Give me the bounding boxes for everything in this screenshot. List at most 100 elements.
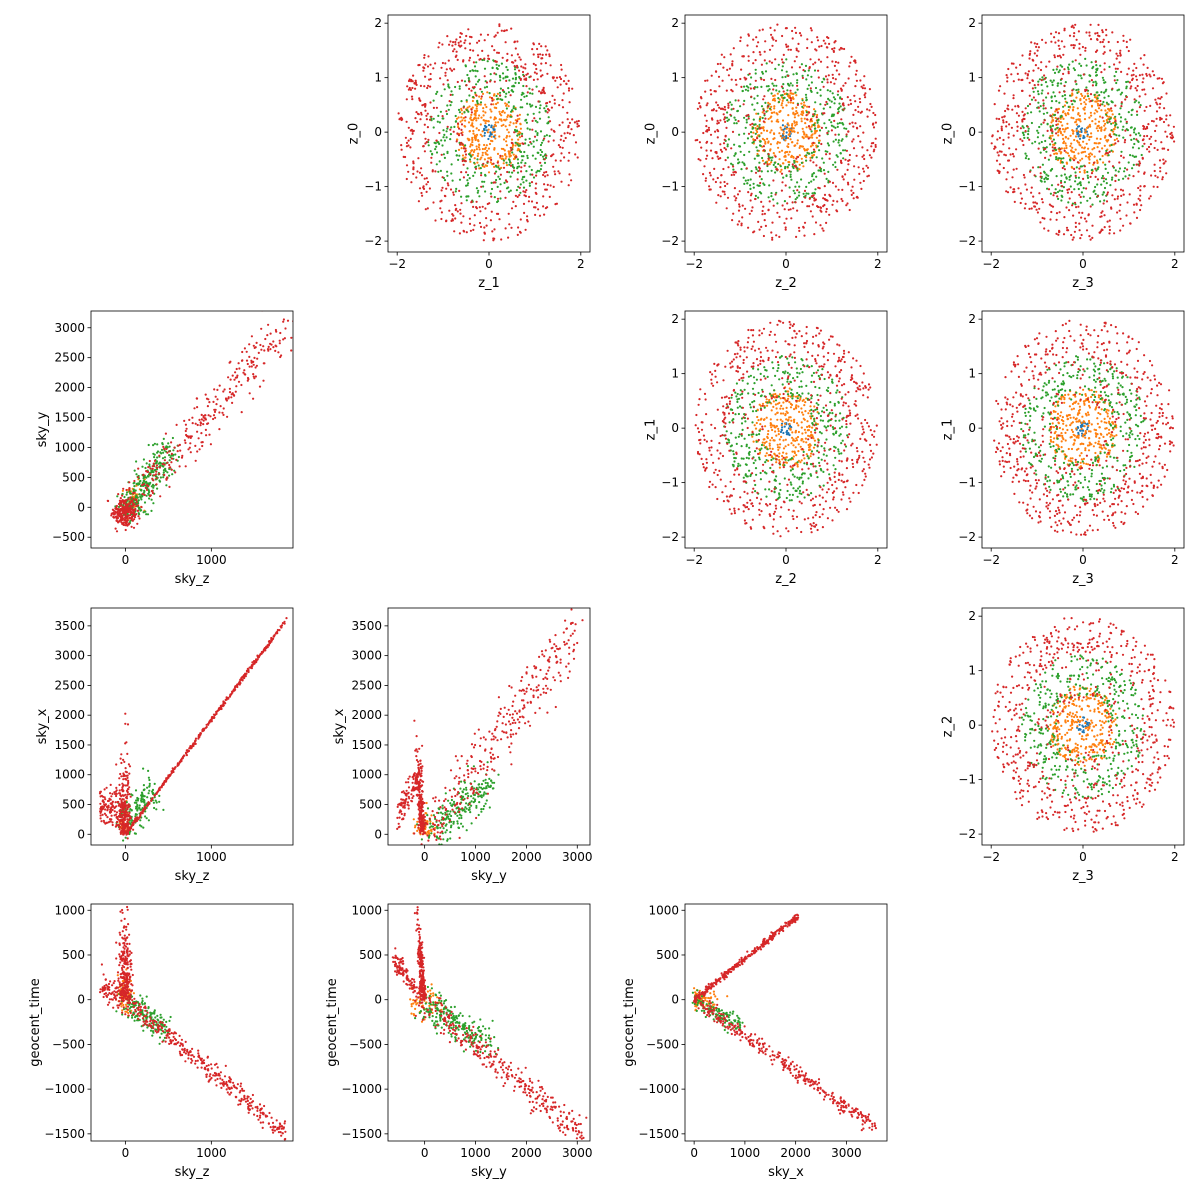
- point-red: [847, 183, 850, 186]
- point-red: [1152, 120, 1155, 123]
- point-orange: [805, 133, 808, 136]
- point-red: [852, 197, 855, 200]
- point-orange: [457, 116, 460, 119]
- point-orange: [135, 484, 138, 487]
- point-red: [1118, 209, 1121, 212]
- point-red: [120, 521, 123, 524]
- point-red: [816, 36, 819, 39]
- point-red: [727, 102, 730, 105]
- point-green: [536, 133, 539, 137]
- point-green: [1052, 138, 1055, 141]
- point-green: [756, 86, 759, 89]
- point-orange: [494, 137, 497, 140]
- point-green: [758, 117, 762, 121]
- point-red: [1119, 52, 1122, 55]
- point-red: [1170, 131, 1173, 134]
- point-red: [818, 187, 821, 190]
- point-green: [727, 118, 731, 121]
- point-red: [1085, 229, 1089, 232]
- point-red: [246, 379, 249, 382]
- x-axis-label: z_3: [1072, 276, 1094, 291]
- point-red: [452, 193, 455, 196]
- point-green: [806, 74, 810, 77]
- point-red: [255, 341, 258, 344]
- point-red: [844, 173, 847, 176]
- point-green: [1098, 94, 1101, 97]
- point-blue: [785, 137, 788, 140]
- point-red: [412, 172, 415, 175]
- point-green: [810, 151, 814, 154]
- point-red: [1158, 106, 1161, 109]
- point-red: [1103, 226, 1106, 229]
- point-red: [526, 218, 529, 222]
- point-red: [1012, 188, 1015, 191]
- point-red: [822, 205, 825, 208]
- point-red: [491, 230, 494, 233]
- point-green: [1131, 146, 1135, 149]
- point-red: [1044, 156, 1047, 159]
- point-red: [506, 58, 509, 62]
- point-red: [862, 131, 865, 134]
- point-green: [523, 150, 526, 154]
- point-green: [1110, 129, 1113, 132]
- point-red: [440, 211, 443, 214]
- point-red: [853, 165, 856, 168]
- point-red: [1091, 236, 1094, 239]
- point-red: [567, 184, 570, 187]
- point-red: [1139, 189, 1142, 192]
- point-green: [524, 138, 527, 141]
- point-green: [497, 64, 501, 67]
- point-red: [416, 170, 419, 173]
- point-red: [456, 80, 459, 84]
- point-green: [1073, 188, 1076, 191]
- point-red: [407, 139, 410, 142]
- point-red: [704, 179, 707, 182]
- point-red: [1047, 188, 1051, 191]
- point-orange: [800, 113, 803, 116]
- point-red: [573, 121, 577, 124]
- point-red: [724, 108, 727, 111]
- point-red: [1084, 46, 1087, 50]
- point-green: [480, 171, 483, 175]
- scatter-points: [694, 23, 878, 241]
- point-red: [781, 61, 784, 64]
- point-orange: [1065, 146, 1068, 150]
- point-green: [1119, 120, 1122, 123]
- point-red: [851, 121, 854, 124]
- point-red: [183, 439, 186, 442]
- point-red: [487, 54, 490, 57]
- point-red: [218, 384, 221, 387]
- point-red: [1100, 71, 1103, 74]
- point-green: [751, 141, 754, 144]
- point-green: [142, 511, 145, 514]
- point-red: [557, 144, 561, 147]
- point-red: [480, 174, 483, 177]
- point-orange: [773, 111, 776, 114]
- point-green: [512, 84, 515, 87]
- point-orange: [1081, 146, 1084, 149]
- point-orange: [788, 132, 791, 135]
- point-red: [440, 217, 443, 221]
- point-red: [705, 119, 708, 122]
- point-green: [787, 163, 791, 166]
- point-orange: [493, 130, 496, 133]
- point-red: [801, 200, 804, 204]
- point-green: [743, 99, 746, 102]
- point-green: [1024, 157, 1027, 160]
- point-green: [738, 133, 741, 136]
- point-red: [107, 499, 110, 503]
- point-red: [1146, 148, 1149, 151]
- point-red: [252, 397, 255, 400]
- y-axis-label: z_0: [347, 123, 362, 145]
- point-green: [167, 442, 170, 445]
- point-red: [705, 125, 708, 128]
- point-red: [455, 50, 458, 53]
- point-green: [463, 80, 467, 83]
- point-green: [435, 145, 438, 148]
- point-orange: [1071, 146, 1074, 149]
- point-red: [1142, 124, 1145, 128]
- point-red: [234, 390, 237, 393]
- point-green: [768, 107, 772, 110]
- point-red: [1072, 46, 1075, 50]
- point-green: [138, 493, 141, 496]
